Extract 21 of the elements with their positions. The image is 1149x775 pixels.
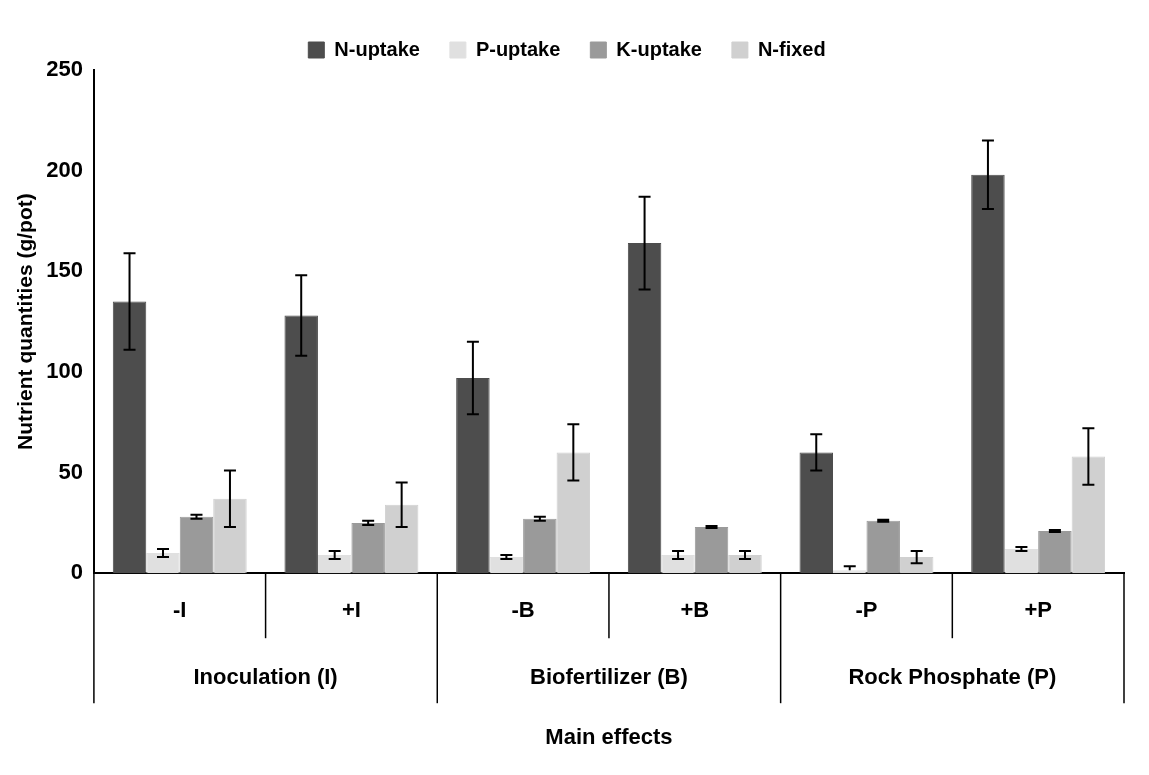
x-tick-label: -B	[511, 597, 535, 623]
y-tick-label: 150	[46, 257, 83, 283]
legend-label: P-uptake	[475, 37, 561, 60]
text: Inoculation (I)	[193, 664, 338, 690]
x-tick-label: -I	[173, 597, 187, 623]
y-axis-title: Nutrient quantities (g/pot)	[13, 193, 37, 450]
y-tick-label: 250	[46, 56, 83, 82]
text: Biofertilizer (B)	[530, 664, 688, 690]
y-tick-label: 50	[58, 458, 83, 484]
x-tick-label: +B	[680, 597, 710, 623]
x-tick-label: +I	[341, 597, 361, 623]
legend-label: N-fixed	[757, 37, 826, 60]
text: Rock Phosphate (P)	[848, 664, 1057, 690]
x-tick-label: +P	[1024, 597, 1052, 623]
x-tick-label: -P	[855, 597, 878, 623]
x-axis-title: Main effects	[545, 723, 673, 749]
legend-label: K-uptake	[616, 37, 702, 60]
y-tick-label: 100	[46, 357, 83, 383]
y-tick-label: 200	[46, 156, 83, 182]
legend-label: N-uptake	[334, 37, 420, 60]
y-tick-label: 0	[70, 559, 83, 585]
